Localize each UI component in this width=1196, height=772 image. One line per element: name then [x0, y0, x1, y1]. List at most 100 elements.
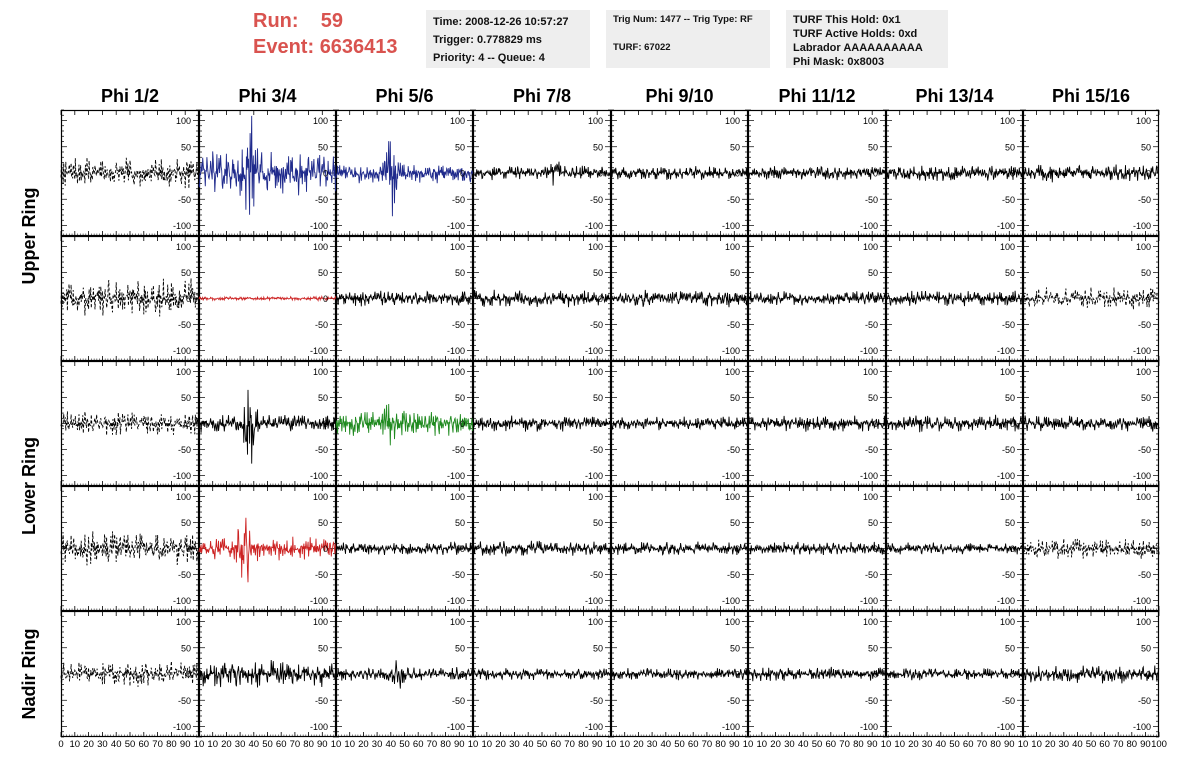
waveform-line	[1022, 164, 1160, 183]
y-tick-label: 100	[450, 492, 465, 502]
y-tick-label: 100	[1000, 242, 1015, 252]
y-tick-label: 50	[593, 268, 603, 278]
y-tick-label: 100	[1000, 492, 1015, 502]
y-tick-label: -100	[860, 596, 878, 606]
event-label: Event:	[253, 36, 315, 58]
waveform-panel: -100 -50 0 50 100	[610, 235, 749, 362]
panel-frame	[472, 235, 612, 362]
y-tick-label: 50	[1141, 393, 1151, 403]
y-tick-label: 100	[1136, 492, 1151, 502]
waveform-panel: -100 -50 0 50 100	[335, 610, 474, 738]
y-tick-label: -50	[1002, 320, 1015, 330]
y-tick-label: 50	[593, 393, 603, 403]
waveform-panel: -100 -50 0 50 100	[60, 109, 200, 237]
column-header: Phi 5/6	[375, 86, 434, 106]
y-tick-label: 50	[593, 142, 603, 152]
waveform-panel: -100 -50 0 50 100	[60, 610, 200, 738]
turf-line: TURF: 67022	[613, 42, 671, 53]
y-tick-label: 100	[450, 367, 465, 377]
y-tick-label: -50	[315, 320, 328, 330]
y-tick-label: -100	[447, 596, 465, 606]
y-tick-label: 100	[863, 367, 878, 377]
y-tick-label: 0	[323, 294, 328, 304]
y-tick-label: -50	[178, 195, 191, 205]
y-tick-label: 100	[725, 116, 740, 126]
y-tick-label: 100	[176, 242, 191, 252]
y-tick-label: -100	[447, 471, 465, 481]
waveform-line	[198, 659, 337, 688]
y-tick-label: -100	[447, 346, 465, 356]
y-tick-label: -50	[727, 445, 740, 455]
column-header: Phi 13/14	[915, 86, 994, 106]
trigger-info-box: Trig Num: 1477 -- Trig Type: RF TURF: 67…	[606, 10, 770, 68]
y-tick-label: -50	[452, 696, 465, 706]
waveform-line	[472, 161, 612, 186]
trig-line: Trig Num: 1477 -- Trig Type: RF	[613, 14, 753, 25]
y-tick-label: 100	[588, 367, 603, 377]
waveform-line	[747, 165, 887, 181]
y-tick-label: -100	[860, 346, 878, 356]
y-tick-label: 100	[863, 242, 878, 252]
y-tick-label: 100	[588, 242, 603, 252]
waveform-panel: -100 -50 0 50 100	[60, 485, 200, 612]
waveform-line	[610, 541, 749, 556]
column-header: Phi 9/10	[645, 86, 714, 106]
y-tick-label: 50	[318, 393, 328, 403]
waveform-line	[60, 278, 200, 317]
waveform-line	[1022, 287, 1160, 310]
y-tick-label: 50	[868, 268, 878, 278]
time-line: Time: 2008-12-26 10:57:27	[433, 16, 569, 28]
y-tick-label: -100	[447, 722, 465, 732]
waveform-panel: -100 -50 0 50 100	[472, 485, 612, 612]
y-tick-label: 100	[176, 492, 191, 502]
waveform-line	[747, 291, 887, 306]
waveform-panel: -100 -50 0 50 100	[60, 235, 200, 362]
turf-active-line: TURF Active Holds: 0xd	[793, 28, 918, 40]
y-tick-label: -50	[727, 195, 740, 205]
y-tick-label: 100	[176, 367, 191, 377]
y-tick-label: -100	[1133, 596, 1151, 606]
y-tick-label: 100	[588, 492, 603, 502]
waveform-panel: -100 -50 0 50 100	[1022, 235, 1160, 362]
y-tick-label: 0	[460, 670, 465, 680]
y-tick-label: 50	[868, 393, 878, 403]
y-tick-label: 0	[598, 294, 603, 304]
y-tick-label: 100	[863, 116, 878, 126]
y-tick-label: -100	[1133, 346, 1151, 356]
waveform-line	[885, 290, 1024, 307]
y-tick-label: 50	[455, 393, 465, 403]
waveform-panel: -100 -50 0 50 100	[610, 360, 749, 487]
y-tick-label: 0	[873, 544, 878, 554]
y-tick-label: 50	[318, 643, 328, 653]
y-tick-label: 50	[318, 518, 328, 528]
y-tick-label: 0	[735, 169, 740, 179]
waveform-line	[1022, 538, 1160, 559]
waveform-panel: -100 -50 0 50 100	[472, 235, 612, 362]
y-tick-label: 0	[1146, 544, 1151, 554]
waveform-line	[472, 289, 612, 308]
waveform-panel: -100 -50 0 50 100	[1022, 485, 1160, 612]
y-tick-label: 0	[460, 294, 465, 304]
y-tick-label: 50	[1141, 518, 1151, 528]
y-tick-label: -100	[997, 221, 1015, 231]
y-tick-label: -100	[722, 346, 740, 356]
y-tick-label: -100	[722, 471, 740, 481]
y-tick-label: 100	[725, 242, 740, 252]
y-tick-label: -100	[173, 596, 191, 606]
y-tick-label: 50	[1005, 393, 1015, 403]
y-tick-label: 0	[1010, 544, 1015, 554]
y-tick-label: -100	[173, 221, 191, 231]
y-tick-label: -50	[865, 195, 878, 205]
y-tick-label: 100	[313, 116, 328, 126]
y-tick-label: 100	[313, 617, 328, 627]
y-tick-label: 50	[730, 643, 740, 653]
y-tick-label: -50	[1138, 445, 1151, 455]
y-tick-label: -50	[178, 570, 191, 580]
y-tick-label: 0	[323, 544, 328, 554]
y-tick-label: 50	[181, 643, 191, 653]
waveform-line	[198, 115, 337, 215]
waveform-panel: -100 -50 0 50 100	[1022, 109, 1160, 237]
y-tick-label: -100	[1133, 221, 1151, 231]
y-tick-label: 100	[725, 492, 740, 502]
y-tick-label: 100	[450, 116, 465, 126]
